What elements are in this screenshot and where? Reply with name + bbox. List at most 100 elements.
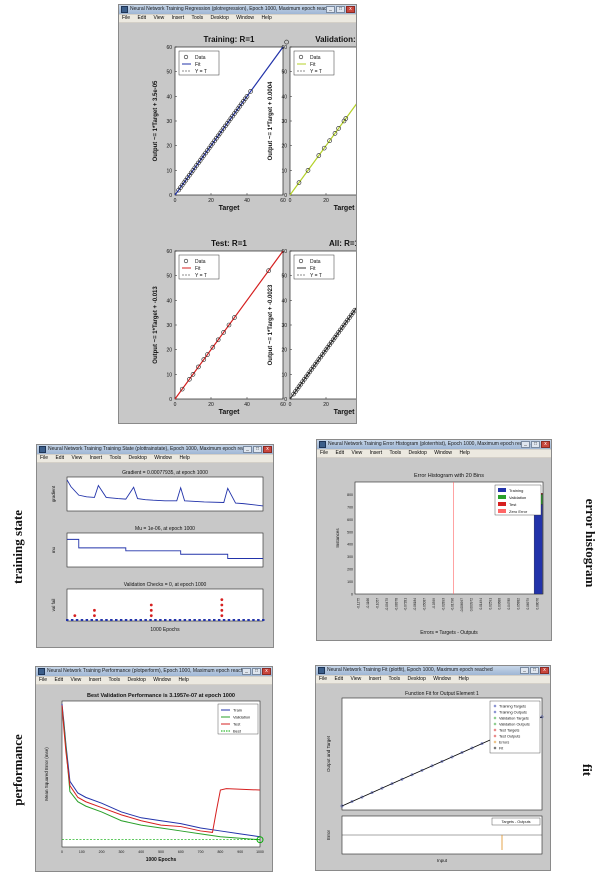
menu-help[interactable]: Help — [459, 450, 470, 456]
maximize-button[interactable]: □ — [252, 668, 261, 675]
close-button[interactable]: x — [541, 441, 550, 448]
error-histogram-title: Neural Network Training Error Histogram … — [328, 441, 532, 447]
maximize-button[interactable]: □ — [253, 446, 262, 453]
menu-insert[interactable]: Insert — [368, 676, 382, 682]
maximize-button[interactable]: □ — [530, 667, 539, 674]
legend-marker-data — [298, 54, 304, 60]
menu-window[interactable]: Window — [433, 676, 452, 682]
minimize-button[interactable]: _ — [326, 6, 335, 13]
x-tick-label: -0.02893 — [441, 598, 445, 611]
target-marker — [420, 768, 424, 772]
data-point — [321, 145, 327, 151]
y-tick-label: 20 — [166, 348, 172, 354]
menu-tools[interactable]: Tools — [191, 15, 204, 21]
menu-desktop[interactable]: Desktop — [128, 455, 147, 461]
menu-view[interactable]: View — [71, 455, 83, 461]
target-marker — [450, 755, 454, 759]
menu-edit[interactable]: Edit — [55, 455, 65, 461]
minimize-button[interactable]: _ — [520, 667, 529, 674]
menu-view[interactable]: View — [70, 677, 82, 683]
menu-window[interactable]: Window — [434, 450, 453, 456]
menu-window[interactable]: Window — [236, 15, 255, 21]
menu-desktop[interactable]: Desktop — [408, 450, 427, 456]
menu-file[interactable]: File — [40, 455, 49, 461]
menu-tools[interactable]: Tools — [108, 677, 121, 683]
close-button[interactable]: x — [262, 668, 271, 675]
legend-marker — [493, 746, 497, 750]
menu-desktop[interactable]: Desktop — [210, 15, 229, 21]
maximize-button[interactable]: □ — [336, 6, 345, 13]
minimize-button[interactable]: _ — [242, 668, 251, 675]
maximize-button[interactable]: □ — [531, 441, 540, 448]
menu-view[interactable]: View — [351, 450, 363, 456]
y-tick-label: 10 — [281, 168, 287, 174]
menu-desktop[interactable]: Desktop — [127, 677, 146, 683]
baseline-marker — [124, 619, 128, 621]
legend-marker — [498, 495, 506, 499]
training-state-window: Neural Network Training Training State (… — [36, 444, 274, 648]
label-performance: performance — [10, 734, 25, 806]
menu-insert[interactable]: Insert — [89, 455, 103, 461]
y-tick-label: 50 — [166, 70, 172, 76]
menu-insert[interactable]: Insert — [369, 450, 383, 456]
target-marker — [410, 773, 414, 777]
x-tick-label: 0.05882 — [517, 598, 521, 610]
menu-help[interactable]: Help — [179, 455, 190, 461]
legend-label: Best — [233, 729, 242, 734]
menu-window[interactable]: Window — [153, 677, 172, 683]
y-tick-label: 100 — [347, 580, 353, 584]
minimize-button[interactable]: _ — [521, 441, 530, 448]
y-tick-label: 800 — [347, 493, 353, 497]
baseline-marker — [208, 619, 211, 621]
menu-file[interactable]: File — [320, 450, 329, 456]
matlab-icon — [121, 6, 128, 13]
menu-file[interactable]: File — [319, 676, 328, 682]
close-button[interactable]: x — [346, 6, 355, 13]
menu-view[interactable]: View — [350, 676, 362, 682]
y-tick-label: 40 — [281, 298, 287, 304]
menu-edit[interactable]: Edit — [137, 15, 147, 21]
menu-window[interactable]: Window — [154, 455, 173, 461]
menu-desktop[interactable]: Desktop — [407, 676, 426, 682]
menu-help[interactable]: Help — [458, 676, 469, 682]
menu-help[interactable]: Help — [178, 677, 189, 683]
menu-edit[interactable]: Edit — [335, 450, 345, 456]
menu-file[interactable]: File — [122, 15, 131, 21]
baseline-marker — [154, 619, 157, 621]
close-button[interactable]: x — [263, 446, 272, 453]
menu-file[interactable]: File — [39, 677, 48, 683]
legend-label: Fit — [195, 62, 201, 68]
performance-menubar: File Edit View Insert Tools Desktop Wind… — [36, 677, 272, 684]
x-tick-label: 0.04785 — [507, 598, 511, 610]
legend-label: Validation — [509, 495, 526, 500]
menu-insert[interactable]: Insert — [171, 15, 185, 21]
plot-title: Validation: R=1 — [315, 35, 356, 44]
baseline-marker — [115, 619, 118, 621]
menu-tools[interactable]: Tools — [389, 450, 402, 456]
close-button[interactable]: x — [540, 667, 549, 674]
training-state-plots: Gradient = 0.00077935, at epoch 1000 grad… — [37, 463, 273, 647]
target-marker — [380, 786, 384, 790]
menu-edit[interactable]: Edit — [334, 676, 344, 682]
data-point — [352, 307, 356, 313]
y-tick-label: 30 — [166, 323, 172, 329]
menu-view[interactable]: View — [153, 15, 165, 21]
data-point — [336, 126, 341, 131]
x-tick-label: -0.1275 — [357, 598, 361, 609]
x-tick-label: 20 — [208, 198, 214, 204]
error-histogram-titlebar: Neural Network Training Error Histogram … — [317, 440, 551, 449]
y-tick-label: 200 — [347, 568, 353, 572]
minimize-button[interactable]: _ — [243, 446, 252, 453]
menu-tools[interactable]: Tools — [109, 455, 122, 461]
plot-title: Validation Checks = 0, at epoch 1000 — [124, 582, 207, 588]
menu-edit[interactable]: Edit — [54, 677, 64, 683]
data-point — [149, 608, 153, 612]
menu-insert[interactable]: Insert — [88, 677, 102, 683]
target-marker — [390, 782, 394, 786]
data-point — [220, 598, 224, 602]
x-tick-label: 400 — [138, 850, 144, 854]
menu-help[interactable]: Help — [261, 15, 272, 21]
menu-tools[interactable]: Tools — [388, 676, 401, 682]
y-axis-label: val fail — [51, 599, 56, 612]
